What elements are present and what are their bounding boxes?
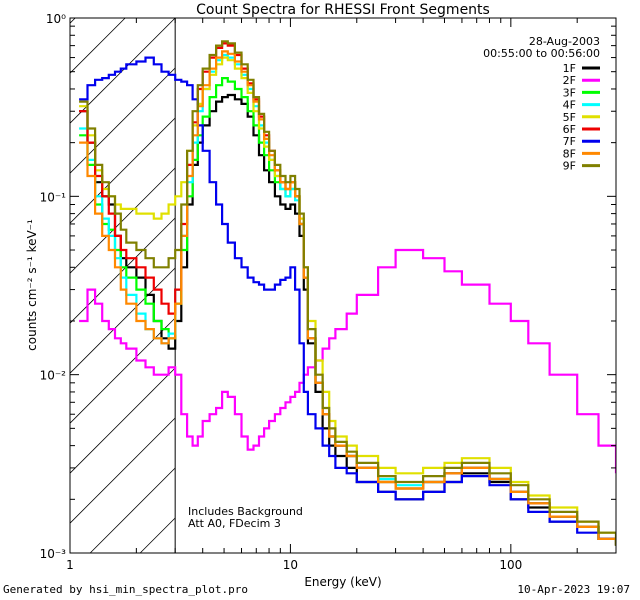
series-line-2F: [79, 248, 616, 474]
hatch-line: [69, 117, 176, 224]
hatch-line: [69, 317, 176, 424]
hatch-line: [69, 417, 176, 524]
hatch-line: [69, 217, 176, 324]
series-lines: [79, 40, 616, 546]
footer-timestamp: 10-Apr-2023 19:07: [517, 583, 630, 596]
y-tick-label-1e-3: 10⁻³: [40, 547, 67, 561]
time-range-label: 00:55:00 to 00:56:00: [483, 47, 600, 60]
legend-label-7F: 7F: [563, 135, 576, 148]
y-tick-label-1e-1: 10⁻¹: [40, 190, 67, 204]
hatch-line: [69, 67, 176, 174]
x-tick-label-1: 1: [66, 558, 74, 572]
plot-frame: [69, 17, 617, 554]
date-label: 28-Aug-2003: [529, 35, 600, 48]
hatch-line: [139, 517, 176, 554]
hatch-line: [89, 467, 176, 554]
x-tick-label-100: 100: [499, 558, 522, 572]
legend-label-1F: 1F: [563, 62, 576, 75]
y-axis-label: counts cm⁻² s⁻¹ keV⁻¹: [25, 219, 39, 351]
chart-title: Count Spectra for RHESSI Front Segments: [196, 2, 490, 18]
x-tick-label-10: 10: [283, 558, 298, 572]
annotation-background: Includes Background: [188, 505, 303, 518]
hatch-line: [69, 17, 126, 74]
legend-label-3F: 3F: [563, 86, 576, 99]
footer-generated-by: Generated by hsi_min_spectra_plot.pro: [3, 583, 249, 596]
hatch-line: [69, 17, 76, 24]
excluded-region-hatch: [69, 17, 176, 554]
hatch-line: [69, 167, 176, 274]
hatch-line: [69, 17, 176, 124]
legend-label-6F: 6F: [563, 123, 576, 136]
legend-label-5F: 5F: [563, 111, 576, 124]
legend-label-2F: 2F: [563, 74, 576, 87]
legend-label-9F: 9F: [563, 160, 576, 173]
series-line-9F: [79, 40, 616, 546]
y-tick-label-1e-2: 10⁻²: [40, 369, 67, 383]
legend-label-8F: 8F: [563, 147, 576, 160]
y-tick-label-1e0: 10⁰: [46, 12, 66, 26]
x-axis-label: Energy (keV): [304, 575, 381, 589]
axis-ticks: [69, 17, 617, 554]
series-line-7F: [79, 56, 616, 546]
series-line-3F: [79, 77, 616, 546]
annotation-attenuator: Att A0, FDecim 3: [188, 517, 281, 530]
series-line-5F: [79, 56, 616, 546]
legend-label-4F: 4F: [563, 99, 576, 112]
hatch-line: [69, 267, 176, 374]
hatch-line: [69, 367, 176, 474]
